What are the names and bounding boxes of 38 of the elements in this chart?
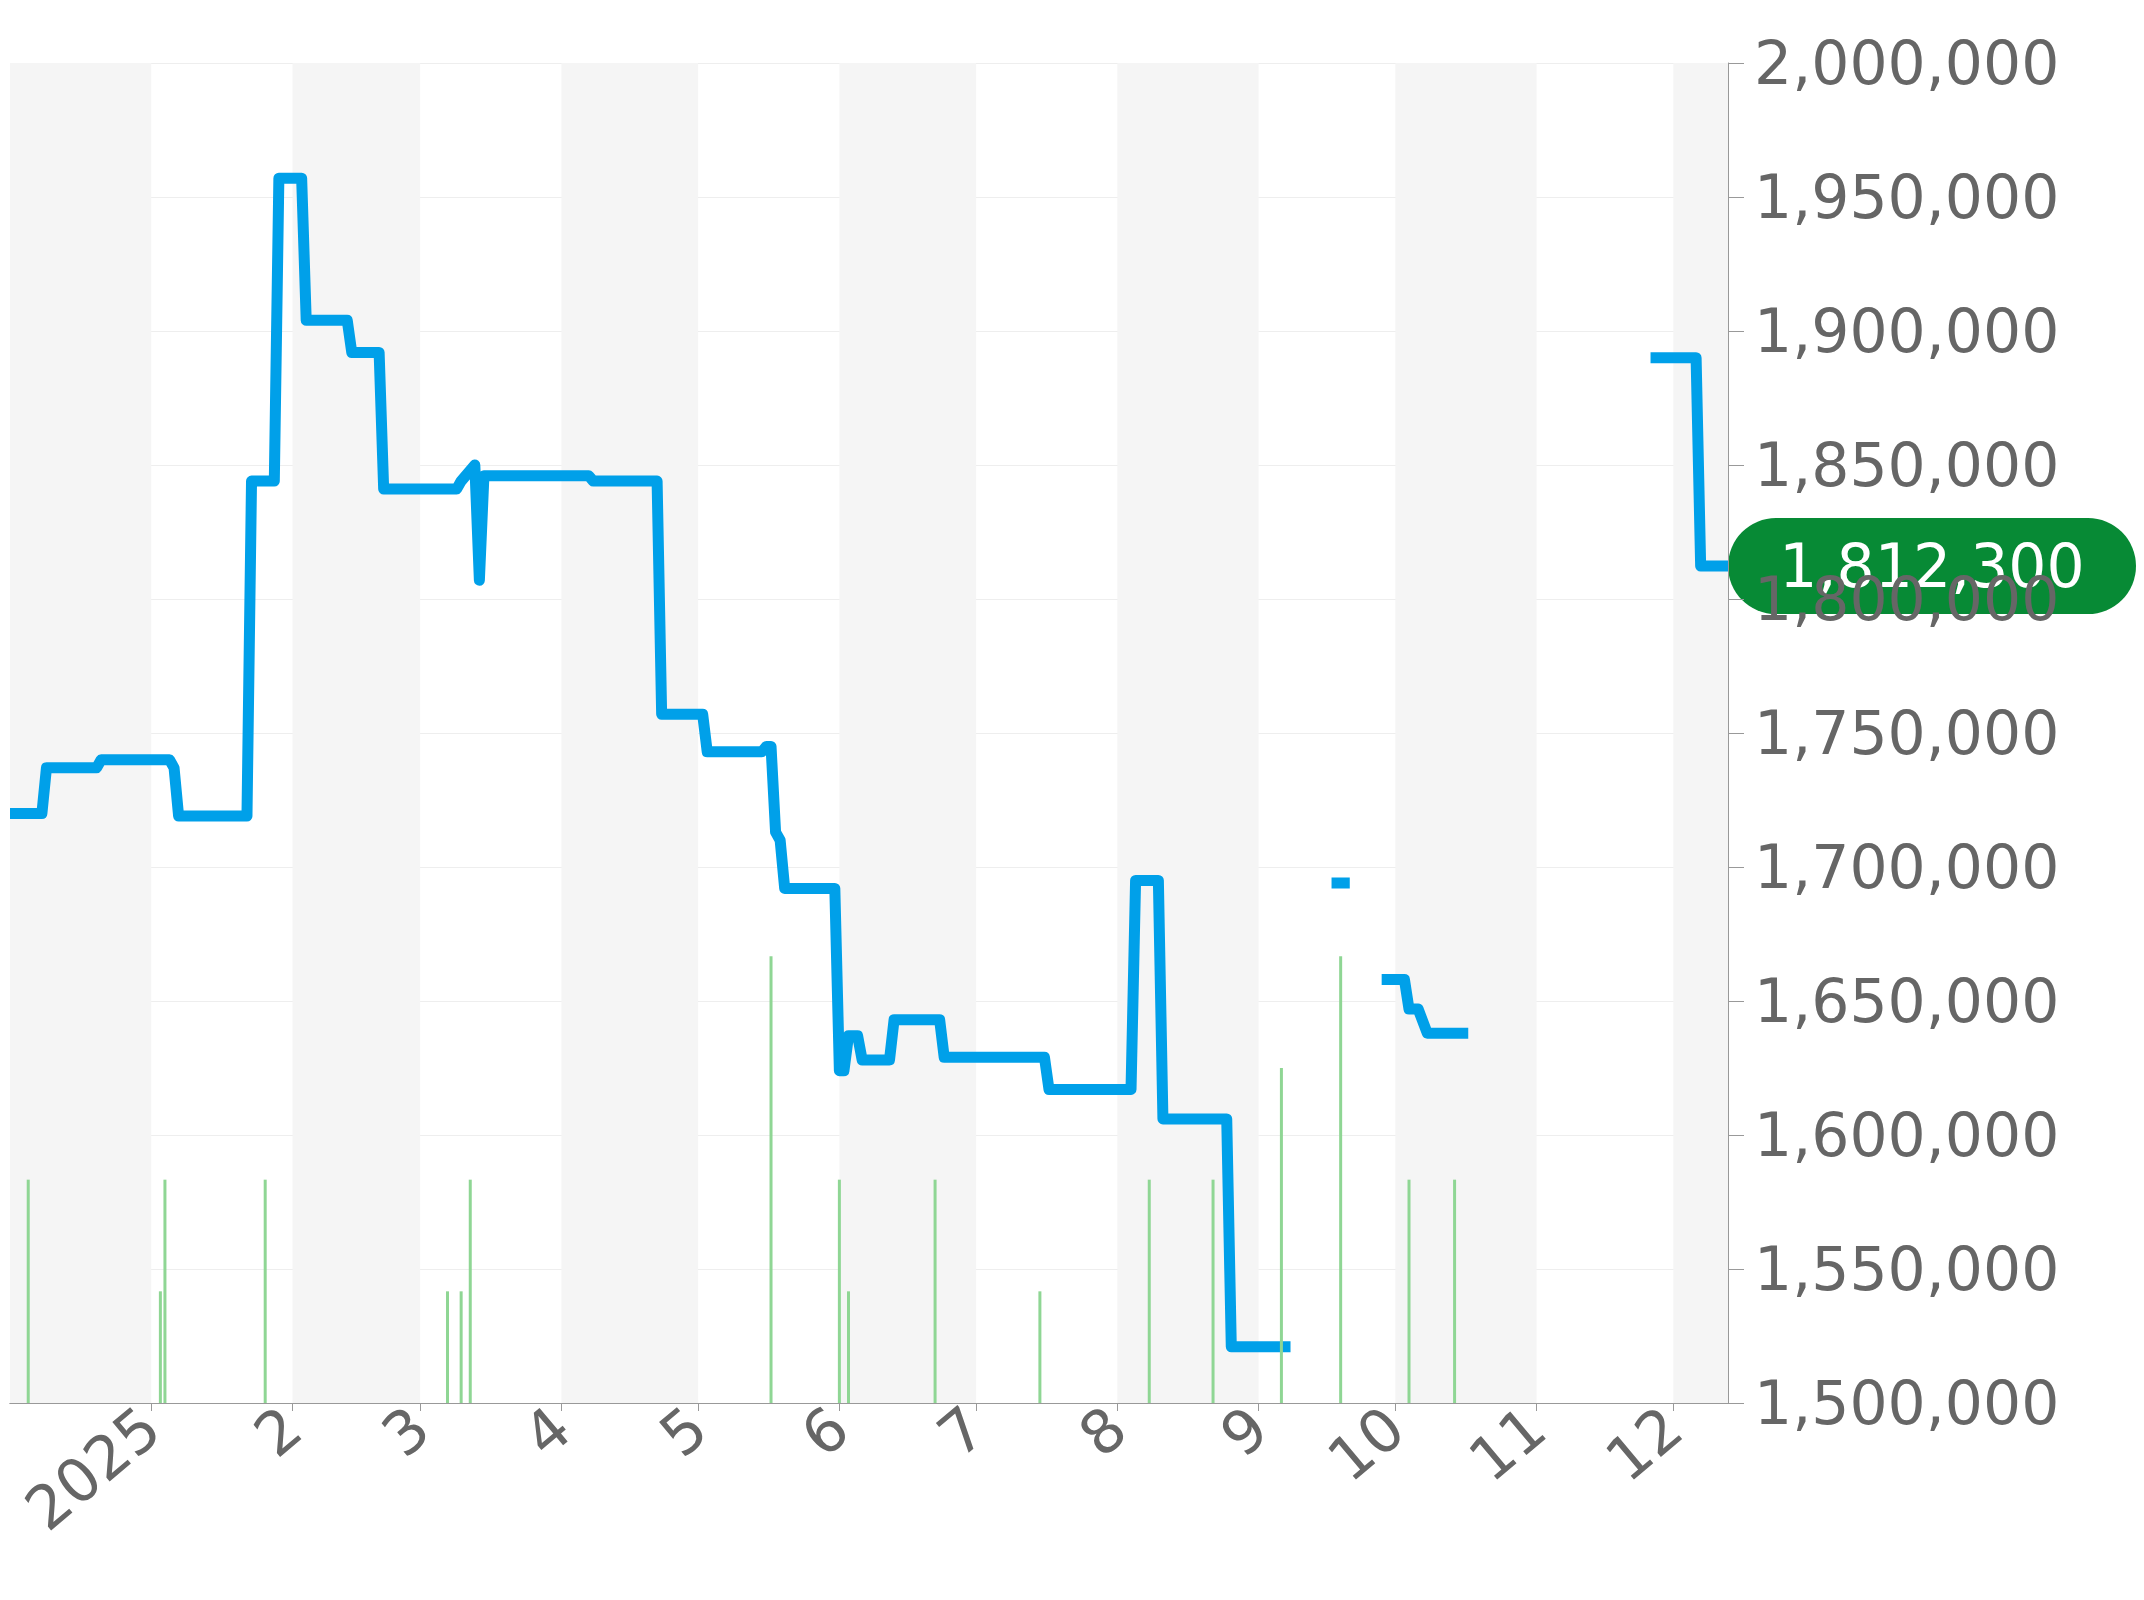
x-tick-label: 3 — [368, 1392, 443, 1471]
bar — [1147, 1179, 1151, 1403]
y-tick-label: 1,900,000 — [1754, 296, 2060, 366]
y-tick-label: 1,750,000 — [1754, 698, 2060, 768]
bar — [769, 956, 773, 1403]
bar — [837, 1179, 841, 1403]
y-tick-label: 1,550,000 — [1754, 1234, 2060, 1304]
bar — [468, 1179, 472, 1403]
bar — [933, 1179, 937, 1403]
x-tick-label: 10 — [1314, 1392, 1418, 1495]
y-tick-label: 2,000,000 — [1754, 28, 2060, 98]
x-tick-label: 4 — [509, 1392, 584, 1471]
x-tick-label: 12 — [1592, 1392, 1696, 1495]
x-tick-label: 5 — [646, 1392, 721, 1471]
y-tick-label: 1,850,000 — [1754, 430, 2060, 500]
x-tick-label: 7 — [924, 1392, 999, 1471]
x-tick-label: 6 — [787, 1392, 862, 1471]
x-tick-label: 2 — [240, 1392, 316, 1471]
bar — [1453, 1179, 1457, 1403]
y-tick-label: 1,650,000 — [1754, 966, 2060, 1036]
bar — [1038, 1291, 1042, 1403]
bar — [459, 1291, 463, 1403]
bar — [1279, 1068, 1283, 1403]
x-tick-label: 8 — [1065, 1392, 1140, 1471]
bar — [445, 1291, 449, 1403]
bar — [1339, 956, 1343, 1403]
y-tick-label: 1,950,000 — [1754, 162, 2060, 232]
y-tick-label: 1,500,000 — [1754, 1368, 2060, 1438]
bar — [846, 1291, 850, 1403]
bar — [1211, 1179, 1215, 1403]
y-tick-label: 1,700,000 — [1754, 832, 2060, 902]
x-tick-label: 9 — [1206, 1392, 1282, 1471]
bar — [263, 1179, 267, 1403]
bar — [163, 1179, 167, 1403]
y-tick-label: 1,600,000 — [1754, 1100, 2060, 1170]
bar — [1407, 1179, 1411, 1403]
bar — [26, 1179, 30, 1403]
x-tick-label: 11 — [1455, 1392, 1560, 1495]
